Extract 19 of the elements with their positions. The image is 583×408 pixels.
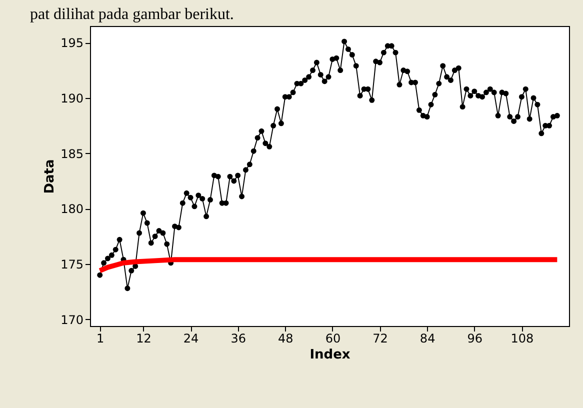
- y-tick-label: 170: [60, 312, 84, 327]
- x-tick-label: 72: [372, 332, 388, 346]
- x-tick-label: 60: [325, 332, 341, 346]
- x-tick-label: 1: [96, 332, 104, 346]
- x-tick-label: 48: [278, 332, 294, 346]
- y-tick-label: 185: [60, 146, 84, 161]
- y-tick-label: 195: [60, 36, 84, 50]
- y-tick-label: 190: [60, 91, 84, 106]
- x-tick-label: 24: [183, 332, 199, 346]
- y-tick-label: 180: [60, 202, 84, 216]
- text: pat dilihat pada gambar berikut.: [30, 6, 234, 23]
- x-tick-label: 96: [467, 332, 483, 346]
- x-axis-title: Index: [310, 348, 351, 362]
- y-axis-title: Data: [42, 159, 58, 194]
- x-tick-label: 12: [136, 332, 152, 346]
- x-tick-label: 84: [420, 332, 436, 346]
- x-tick-label: 36: [230, 332, 246, 346]
- x-tick-label: 108: [510, 332, 534, 346]
- y-tick-label: 175: [60, 258, 84, 272]
